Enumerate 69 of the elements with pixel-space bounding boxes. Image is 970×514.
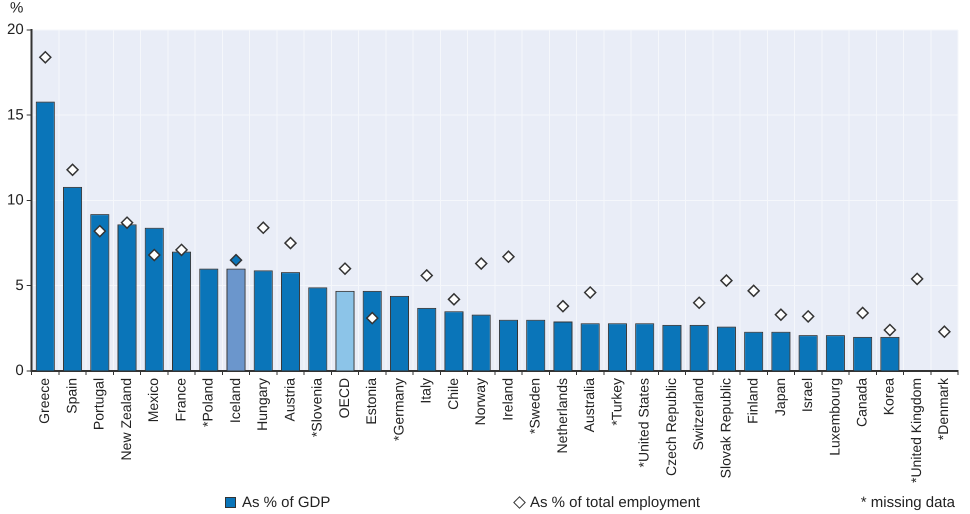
x-tick-label: OECD [336,378,352,418]
point [938,325,951,338]
x-tick-label: Spain [63,378,80,414]
point [338,262,352,275]
y-tick-label: 0 [15,362,24,380]
x-tick-label: Hungary [254,378,270,431]
x-tick-label: Iceland [226,378,243,424]
point [420,269,433,282]
x-tick-label: Portugal [90,378,107,430]
x-tick-label: *Turkey [608,378,624,426]
x-tick-label: Chile [444,378,461,410]
x-tick-label: Greece [36,378,52,424]
point [692,296,706,309]
x-tick-label: Mexico [145,378,162,422]
y-axis-title: % [10,0,24,17]
x-tick-label: Australia [581,378,598,432]
x-tick-label: Japan [772,378,788,416]
legend-label: As % of GDP [242,494,330,511]
x-tick-label: *Denmark [935,376,952,440]
legend-label: As % of total employment [530,494,700,511]
y-tick-label: 5 [15,276,24,294]
point [366,312,378,324]
y-tick-label: 15 [6,106,24,124]
x-tick-label: Slovak Republic [717,378,734,478]
point [884,324,896,336]
x-tick-label: Israel [799,378,816,412]
point [502,250,515,263]
text: * missing data [860,494,955,511]
x-tick-label: *United Kingdom [908,378,924,483]
point [120,216,134,229]
x-tick-label: Italy [418,378,434,404]
x-tick-label: *United States [636,378,652,468]
point [257,221,270,234]
point [284,236,297,250]
x-tick-label: Korea [880,378,897,416]
x-tick-label: *Sweden [526,378,543,434]
y-tick-label: 20 [6,21,24,38]
point [148,248,161,262]
point [910,272,924,286]
point [556,300,570,312]
x-tick-label: New Zealand [118,378,134,460]
point [230,254,242,266]
point [747,284,760,298]
x-tick-label: *Poland [200,378,216,427]
point [175,244,188,256]
x-tick-label: Norway [472,378,488,426]
x-tick-label: Estonia [363,378,380,425]
point [448,293,460,306]
x-tick-label: Czech Republic [662,378,679,476]
point [584,286,596,299]
x-tick-label: Switzerland [690,378,706,450]
point [474,257,488,270]
x-tick-label: Canada [854,378,870,427]
point [720,274,733,287]
point [802,310,814,323]
point [39,51,52,64]
point [66,164,79,176]
x-tick-label: Netherlands [554,378,570,454]
x-tick-label: Finland [744,378,761,424]
x-tick-label: *Germany [390,378,406,441]
x-tick-label: Austria [281,378,298,422]
y-tick-label: 10 [6,192,24,209]
x-tick-label: Ireland [499,378,516,421]
x-tick-label: *Slovenia [308,378,325,438]
point [94,224,106,238]
x-tick-label: Luxembourg [826,378,842,456]
point [856,306,869,320]
x-tick-label: France [172,378,188,422]
point [774,308,788,321]
